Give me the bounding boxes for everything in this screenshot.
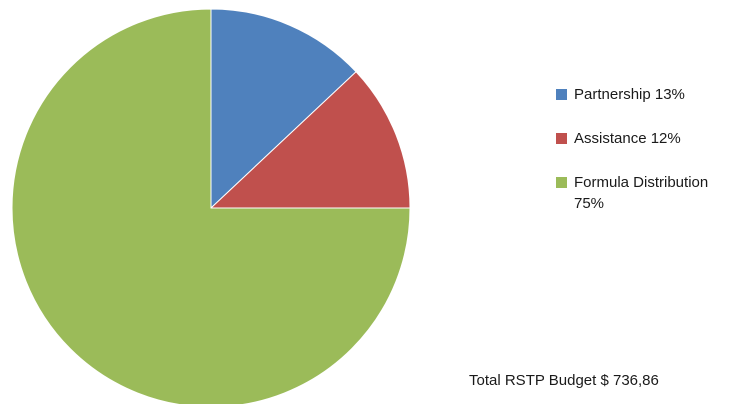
legend-item-formula-distribution: Formula Distribution 75% — [556, 172, 724, 214]
legend-item-assistance: Assistance 12% — [556, 128, 743, 149]
total-budget-label: Total RSTP Budget $ 736,86 — [469, 372, 659, 389]
legend-swatch-partnership — [556, 89, 567, 100]
pie-slice-partnership — [210, 8, 357, 210]
legend-item-partnership: Partnership 13% — [556, 84, 743, 105]
legend-swatch-assistance — [556, 133, 567, 144]
legend-label-formula-distribution: Formula Distribution 75% — [574, 174, 709, 212]
pie-slice-assistance — [209, 71, 411, 209]
pie-slice-formula-distribution — [11, 8, 411, 404]
legend-swatch-formula-distribution — [556, 177, 567, 188]
legend-label-assistance: Assistance 12% — [574, 130, 681, 147]
legend-label-partnership: Partnership 13% — [574, 86, 685, 103]
chart-legend: Partnership 13% Assistance 12% Formula D… — [556, 84, 743, 237]
